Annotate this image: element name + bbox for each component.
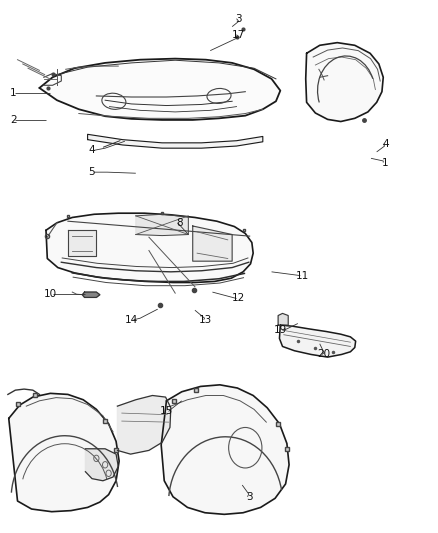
Text: 11: 11 bbox=[296, 271, 309, 280]
Text: 3: 3 bbox=[246, 492, 253, 502]
Text: 10: 10 bbox=[44, 289, 57, 299]
Text: 4: 4 bbox=[88, 146, 95, 155]
Text: 2: 2 bbox=[10, 115, 17, 125]
Text: 4: 4 bbox=[382, 139, 389, 149]
Text: 12: 12 bbox=[232, 294, 245, 303]
Text: 3: 3 bbox=[235, 14, 242, 23]
Text: 8: 8 bbox=[176, 218, 183, 228]
Polygon shape bbox=[39, 59, 280, 120]
Polygon shape bbox=[117, 395, 171, 454]
Polygon shape bbox=[82, 292, 100, 297]
Polygon shape bbox=[88, 134, 263, 148]
Polygon shape bbox=[193, 226, 232, 261]
Polygon shape bbox=[278, 313, 288, 325]
Polygon shape bbox=[279, 325, 356, 357]
Text: 5: 5 bbox=[88, 167, 95, 177]
Text: 15: 15 bbox=[160, 407, 173, 416]
Text: 13: 13 bbox=[199, 315, 212, 325]
Text: 1: 1 bbox=[10, 88, 17, 98]
Polygon shape bbox=[46, 213, 253, 282]
Polygon shape bbox=[136, 214, 188, 236]
Polygon shape bbox=[9, 393, 119, 512]
Polygon shape bbox=[306, 43, 383, 122]
Text: 20: 20 bbox=[318, 350, 331, 359]
Text: 19: 19 bbox=[274, 326, 287, 335]
Text: 1: 1 bbox=[382, 158, 389, 167]
Text: 14: 14 bbox=[125, 315, 138, 325]
Polygon shape bbox=[85, 449, 118, 481]
Polygon shape bbox=[161, 385, 289, 514]
Text: 17: 17 bbox=[232, 30, 245, 39]
Polygon shape bbox=[68, 230, 96, 256]
